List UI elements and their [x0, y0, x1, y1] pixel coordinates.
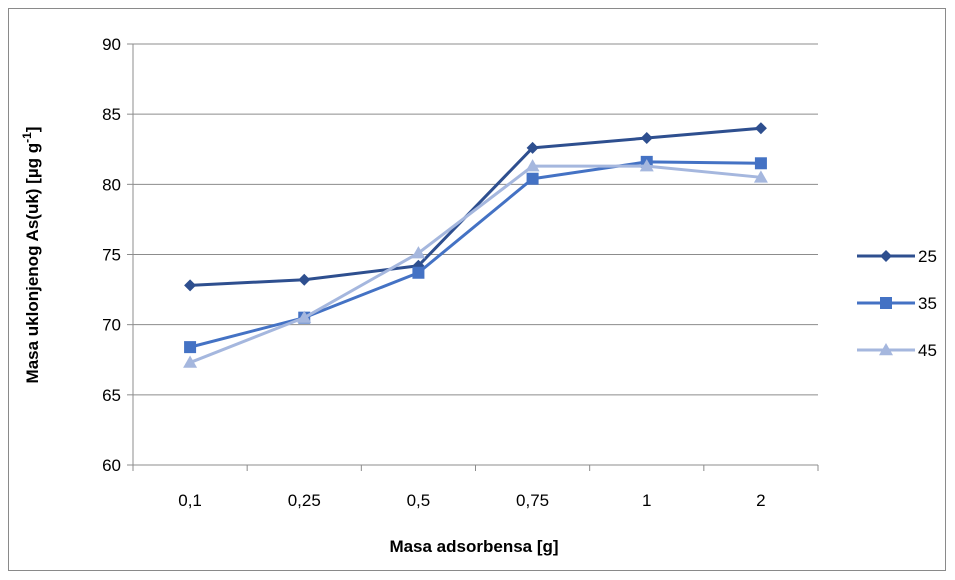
y-tick-label: 85: [102, 105, 121, 124]
y-tick-label: 60: [102, 456, 121, 475]
x-tick-label: 1: [642, 491, 651, 510]
series-line-25: [190, 126, 762, 287]
legend-item-35: 35: [857, 294, 937, 313]
legend-marker: [880, 250, 892, 262]
data-point-25: [526, 141, 539, 154]
y-tick-label: 75: [102, 246, 121, 265]
legend: 25 35 45: [857, 247, 937, 360]
y-tick-label: 80: [102, 175, 121, 194]
y-tick-labels: 60 65 70 75 80 85 90: [102, 35, 121, 475]
data-point-45: [297, 310, 312, 323]
data-point-25: [640, 132, 653, 145]
legend-item-25: 25: [857, 247, 937, 266]
series-line-45: [189, 164, 762, 364]
gridlines: [133, 43, 818, 396]
y-tick-label: 70: [102, 316, 121, 335]
x-tick-label: 0,1: [178, 491, 202, 510]
data-point-45: [525, 159, 540, 172]
series-25: [184, 122, 767, 292]
series-group: [183, 122, 768, 368]
y-tick-label: 90: [102, 35, 121, 54]
y-axis-title-end: ]: [23, 127, 42, 133]
data-point-25: [184, 279, 197, 292]
legend-label: 35: [918, 294, 937, 313]
data-point-25: [298, 273, 311, 286]
axes: [127, 43, 819, 471]
data-point-35: [754, 157, 767, 170]
data-point-45: [183, 355, 198, 368]
x-tick-label: 0,75: [516, 491, 549, 510]
x-tick-labels: 0,1 0,25 0,5 0,75 1 2: [178, 491, 765, 510]
data-point-45: [639, 159, 654, 172]
legend-label: 45: [918, 341, 937, 360]
data-point-45: [411, 246, 426, 259]
data-point-35: [412, 266, 425, 279]
x-axis-title: Masa adsorbensa [g]: [389, 537, 558, 556]
y-axis-title: Masa uklonjenog As(uk) [µg g-1]: [20, 127, 42, 384]
legend-label: 25: [918, 247, 937, 266]
legend-item-45: 45: [857, 341, 937, 360]
x-tick-label: 0,25: [288, 491, 321, 510]
y-axis-title-main: Masa uklonjenog As(uk) [µg g: [23, 143, 42, 384]
x-tick-label: 0,5: [407, 491, 431, 510]
data-point-25: [754, 122, 767, 135]
y-axis-title-sup: -1: [20, 132, 34, 143]
chart-frame: [8, 8, 946, 571]
series-45: [183, 159, 768, 368]
data-point-35: [526, 172, 539, 185]
legend-marker: [880, 297, 892, 309]
data-point-45: [753, 170, 768, 183]
data-point-35: [184, 341, 197, 354]
legend-marker: [879, 343, 893, 356]
x-tick-label: 2: [756, 491, 765, 510]
y-tick-label: 65: [102, 386, 121, 405]
series-line-35: [189, 160, 761, 349]
